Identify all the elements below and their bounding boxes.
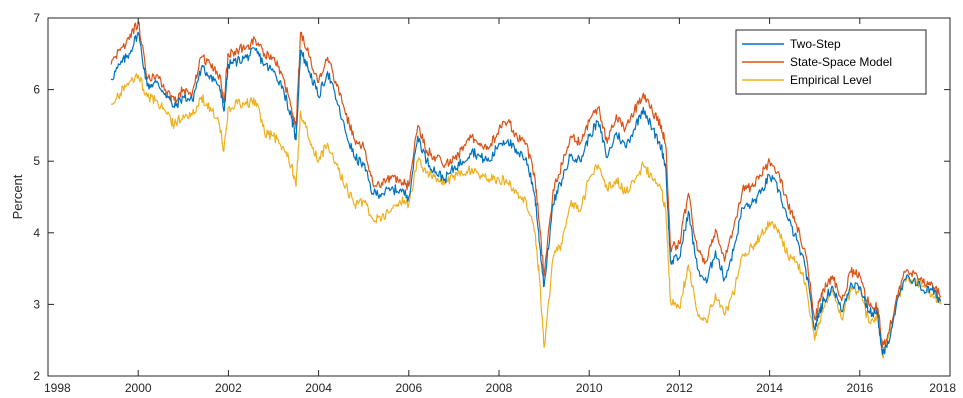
y-tick-label: 6 (33, 83, 40, 97)
y-tick-label: 3 (33, 297, 40, 311)
x-tick-label: 2006 (395, 381, 422, 395)
x-tick-label: 2004 (305, 381, 332, 395)
y-tick-label: 7 (33, 11, 40, 25)
x-tick-label: 2016 (846, 381, 873, 395)
series-line-two-step (110, 31, 942, 356)
series-line-empirical-level (110, 73, 942, 359)
legend-label: Empirical Level (790, 73, 871, 87)
x-tick-label: 2014 (756, 381, 783, 395)
y-axis-title: Percent (10, 174, 25, 219)
y-tick-label: 2 (33, 369, 40, 383)
x-axis: 1998 2000 2002 2004 2006 2008 2010 2012 2014 2016… (44, 18, 956, 395)
y-axis: 2 3 4 5 6 7 (33, 11, 950, 383)
x-tick-label: 2008 (486, 381, 513, 395)
legend-label: State-Space Model (790, 55, 892, 69)
y-tick-label: 4 (33, 226, 40, 240)
x-tick-label: 1998 (44, 381, 71, 395)
series-layer (110, 21, 942, 359)
x-tick-label: 2010 (576, 381, 603, 395)
y-tick-label: 5 (33, 154, 40, 168)
x-tick-label: 2012 (666, 381, 693, 395)
x-tick-label: 2000 (125, 381, 152, 395)
x-tick-label: 2002 (215, 381, 242, 395)
legend: Two-Step State-Space Model Empirical Level (735, 29, 927, 95)
x-tick-label: 2018 (929, 381, 956, 395)
series-line-state-space-model (110, 21, 942, 348)
legend-label: Two-Step (790, 37, 841, 51)
